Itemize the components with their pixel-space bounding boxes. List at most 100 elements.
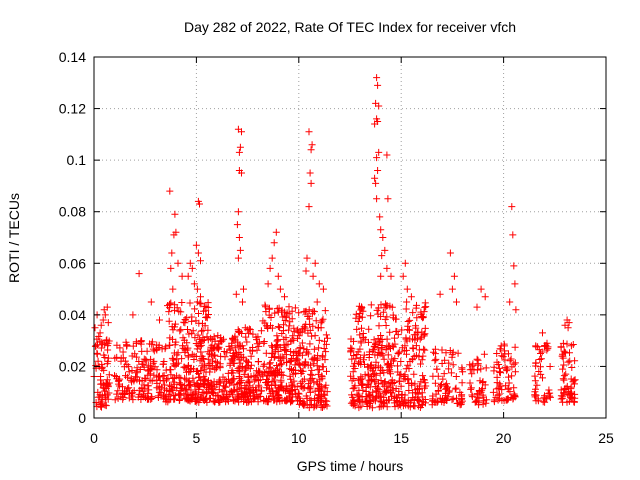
data-point [446, 249, 454, 257]
data-point [287, 337, 295, 345]
data-point [458, 379, 466, 387]
data-point [264, 398, 272, 406]
data-point [384, 195, 392, 203]
data-point [166, 187, 174, 195]
data-point [438, 381, 445, 388]
data-point [273, 387, 281, 395]
data-point [392, 385, 400, 392]
data-point [400, 396, 408, 404]
data-point [356, 358, 364, 366]
data-point [177, 308, 185, 316]
data-point [419, 398, 427, 406]
data-point [387, 388, 394, 396]
data-point [366, 398, 374, 406]
data-point [477, 365, 485, 373]
data-point [473, 393, 481, 401]
data-point [138, 377, 146, 384]
data-point [260, 369, 268, 377]
data-point [286, 318, 294, 326]
data-point [183, 368, 190, 376]
data-point [321, 356, 329, 364]
data-point [166, 334, 174, 342]
data-point [481, 293, 489, 301]
data-point [511, 280, 519, 288]
data-point [125, 384, 133, 392]
data-point [94, 357, 102, 365]
data-point [274, 336, 282, 344]
data-point [262, 349, 270, 357]
data-point [258, 387, 266, 395]
data-point [206, 350, 213, 358]
data-point [96, 393, 104, 401]
data-point [168, 249, 176, 257]
data-point [270, 396, 278, 404]
data-point [380, 382, 388, 390]
data-point [204, 326, 212, 334]
data-point [511, 368, 519, 376]
data-point [383, 343, 391, 351]
data-point [503, 365, 511, 373]
data-point [216, 378, 224, 386]
data-point [114, 394, 122, 402]
data-point [537, 363, 544, 371]
data-point [375, 322, 383, 330]
data-point [243, 398, 251, 406]
data-point [350, 375, 358, 382]
data-point [355, 396, 363, 404]
data-point [132, 373, 139, 381]
data-point [238, 342, 246, 350]
data-point [570, 398, 578, 406]
data-point [410, 396, 418, 404]
data-point [508, 203, 516, 211]
data-point [184, 353, 192, 361]
plot-frame [93, 56, 607, 419]
data-point [371, 342, 379, 350]
data-point [397, 358, 405, 365]
data-point [562, 370, 570, 378]
data-point [353, 325, 361, 333]
data-point [565, 397, 573, 405]
data-point [177, 374, 185, 382]
data-point [450, 272, 458, 280]
data-point [277, 383, 285, 391]
data-point [571, 376, 579, 384]
data-point [214, 392, 222, 400]
data-point [115, 382, 123, 390]
data-point [173, 351, 181, 359]
data-point [283, 313, 291, 321]
data-point [238, 169, 245, 177]
data-point [236, 143, 244, 151]
data-point [381, 246, 389, 254]
data-point [208, 388, 216, 396]
data-point [312, 317, 320, 325]
data-point [350, 352, 358, 359]
data-point [125, 394, 133, 402]
data-point [111, 396, 119, 404]
data-point [156, 316, 163, 324]
data-point [441, 382, 449, 390]
data-point [141, 384, 149, 392]
data-point [383, 361, 391, 369]
data-point [245, 325, 253, 333]
data-point [546, 389, 554, 397]
data-point [296, 328, 304, 336]
data-point [167, 371, 175, 379]
data-point [113, 390, 121, 398]
x-axis-label: GPS time / hours [297, 458, 404, 474]
data-point [184, 326, 191, 333]
data-point [353, 351, 361, 358]
data-point [205, 395, 213, 402]
data-point [359, 398, 367, 406]
data-point [97, 373, 105, 380]
data-point [105, 371, 113, 379]
data-point [254, 377, 262, 384]
data-point [430, 348, 437, 356]
data-point [304, 312, 312, 320]
data-point [381, 378, 389, 386]
data-point [196, 373, 204, 381]
data-point [412, 342, 420, 350]
data-point [230, 359, 238, 367]
data-point [191, 305, 199, 313]
data-point [271, 309, 279, 317]
data-point [200, 380, 208, 388]
